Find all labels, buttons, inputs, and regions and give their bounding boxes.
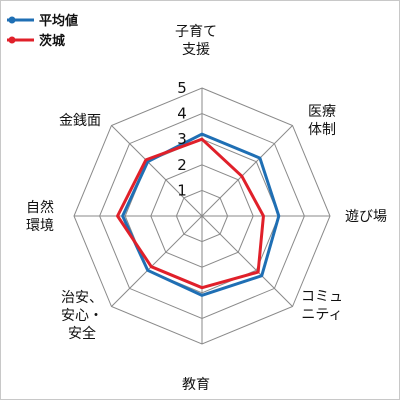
tick-label-5: 5 (177, 79, 187, 97)
tick-label-2: 2 (177, 156, 187, 174)
category-label-line: コミュ (301, 289, 343, 305)
category-label-line: 支援 (182, 42, 210, 58)
legend-label-2: 茨城 (39, 33, 65, 49)
category-label-3: 遊び場 (345, 209, 387, 225)
category-label-line: 安全 (68, 325, 96, 342)
radar-grid (73, 87, 331, 345)
legend-label-1: 平均値 (39, 13, 78, 29)
category-label-line: 治安、 (61, 290, 103, 306)
category-label-line: 教育 (182, 377, 210, 393)
category-label-line: 体制 (308, 122, 336, 138)
tick-label-1: 1 (177, 181, 187, 199)
category-label-line: 環境 (26, 218, 54, 234)
category-label-line: 子育て (175, 24, 217, 40)
tick-label-3: 3 (177, 130, 187, 148)
axis-spoke-8 (111, 125, 203, 217)
category-label-line: 医療 (308, 103, 336, 120)
axis-spoke-6 (111, 215, 203, 307)
category-label-line: 金銭面 (59, 113, 101, 129)
series-line-1 (121, 132, 281, 297)
series-line-2 (116, 137, 265, 290)
tick-label-4: 4 (177, 105, 187, 123)
category-label-line: 自然 (26, 199, 54, 216)
category-label-6: 治安、安心・安全 (61, 290, 103, 342)
series-layer (116, 132, 281, 297)
axis-spoke-4 (201, 215, 293, 307)
category-label-line: 安心・ (61, 308, 103, 324)
category-label-8: 金銭面 (59, 113, 101, 129)
category-label-line: ニティ (301, 307, 342, 323)
axis-spoke-2 (201, 125, 293, 217)
radial-tick-labels: 1 2 3 4 5 (177, 79, 187, 199)
legend-marker-1 (8, 16, 16, 24)
category-label-line: 遊び場 (345, 209, 387, 225)
legend-marker-2 (8, 36, 16, 44)
category-label-5: 教育 (182, 377, 210, 393)
